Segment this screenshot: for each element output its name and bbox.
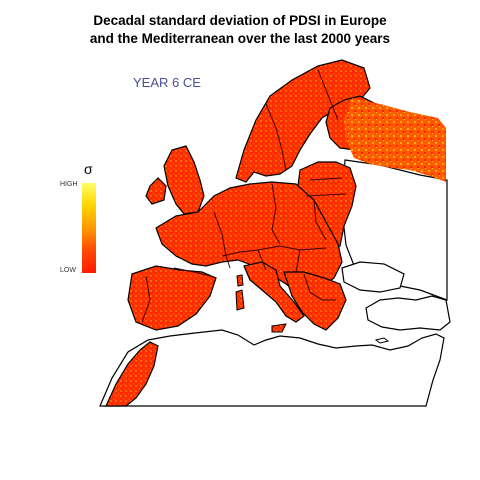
year-label: YEAR 6 CE	[133, 75, 201, 90]
africa-land	[99, 329, 445, 407]
border-alps	[221, 245, 327, 257]
mainland-field	[155, 181, 343, 295]
border-baltic-states	[305, 177, 347, 197]
map-title-line-1: Decadal standard deviation of PDSI in Eu…	[93, 13, 387, 28]
border-balkans	[303, 273, 336, 301]
border-pyrenees	[173, 267, 211, 277]
map-title: Decadal standard deviation of PDSI in Eu…	[0, 12, 480, 48]
map-title-line-2: and the Mediterranean over the last 2000…	[89, 31, 391, 46]
iberia-field	[127, 265, 217, 331]
border-portugal	[141, 275, 151, 323]
colorbar-high-label: HIGH	[60, 181, 78, 188]
border-germany-poland	[271, 183, 281, 245]
ireland-field	[145, 177, 167, 205]
pdsi-field	[105, 59, 446, 407]
russia-field	[344, 98, 446, 182]
black-sea	[341, 261, 405, 293]
sigma-symbol: σ	[84, 161, 93, 177]
sardinia-field	[235, 289, 245, 311]
border-scandinavia	[265, 69, 339, 171]
maghreb-field	[105, 341, 159, 407]
anatolia-land	[365, 295, 451, 331]
colorbar-low-label: LOW	[60, 267, 76, 274]
land-base	[99, 159, 451, 407]
balkans-field	[283, 271, 347, 331]
border-central-south	[257, 249, 301, 273]
britain-field	[163, 145, 205, 215]
sicily-field	[271, 323, 287, 333]
country-borders	[141, 69, 347, 323]
border-poland-east	[313, 199, 327, 241]
border-france-germany	[213, 211, 231, 269]
cyprus	[374, 337, 390, 344]
italy-field	[243, 261, 305, 323]
corsica-field	[236, 274, 244, 287]
colorbar-gradient	[82, 183, 96, 273]
